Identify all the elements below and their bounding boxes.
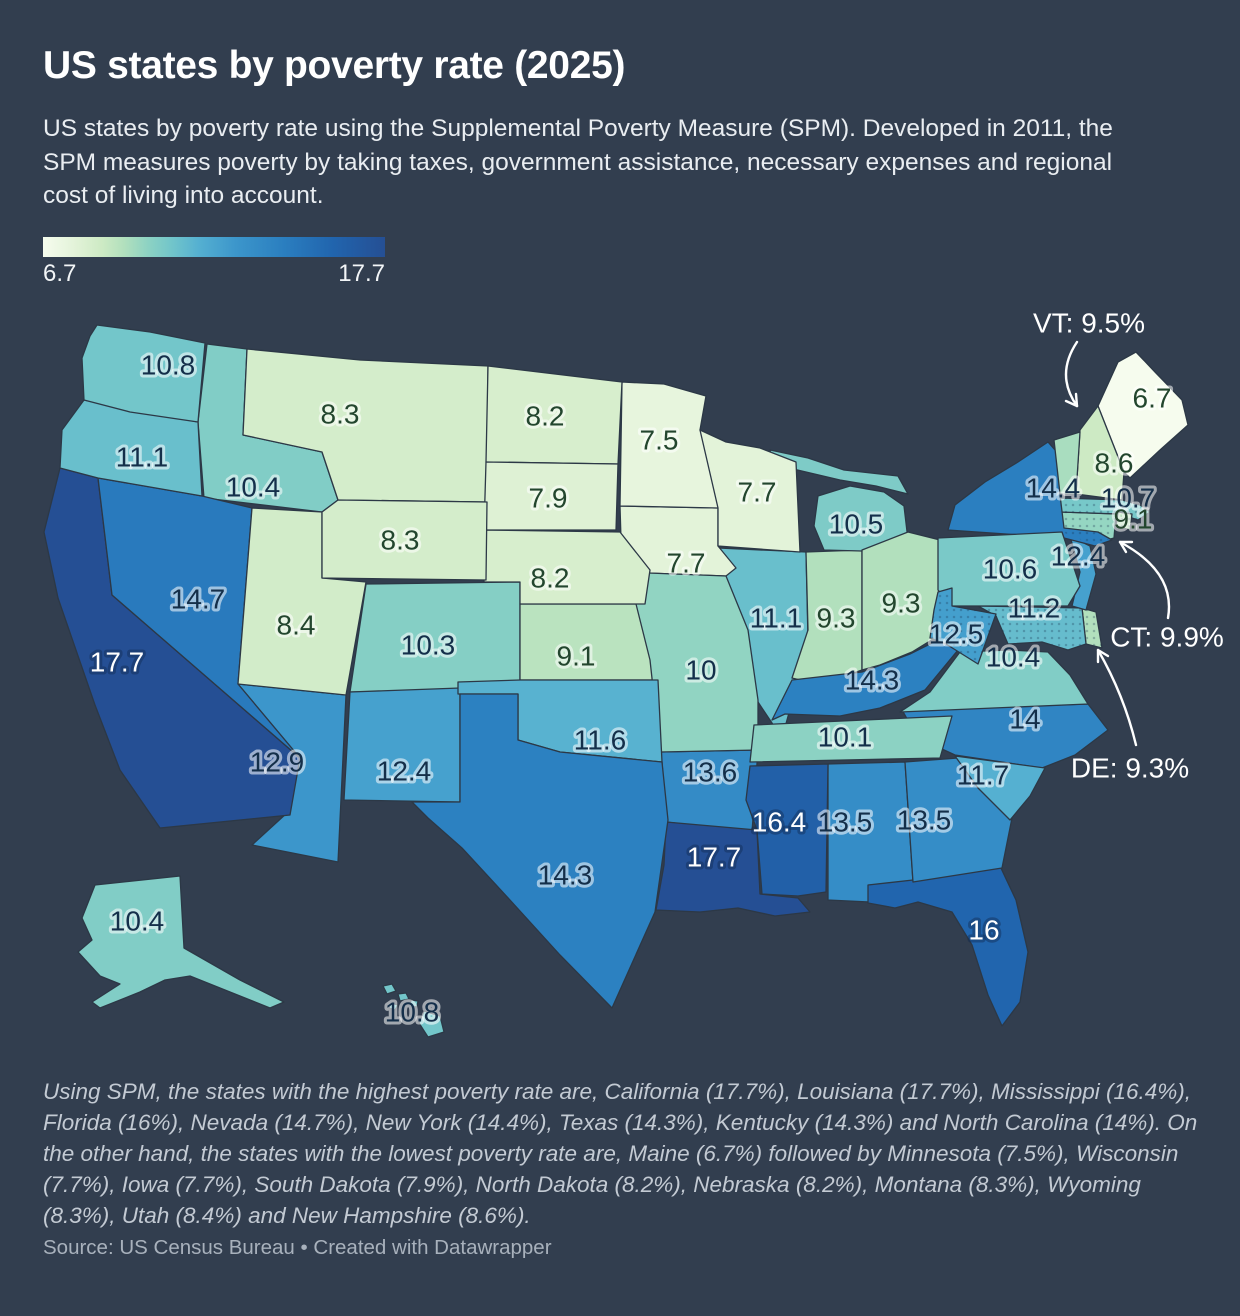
annotation-arrowhead-VT — [1064, 392, 1079, 408]
annotation-arrowhead-DE — [1096, 648, 1110, 664]
state-OH[interactable] — [861, 531, 941, 671]
state-PA[interactable] — [937, 531, 1081, 607]
state-CO[interactable] — [349, 581, 521, 693]
state-SC[interactable] — [954, 755, 1046, 821]
state-NY[interactable] — [947, 441, 1113, 547]
legend-labels: 6.7 17.7 — [43, 260, 385, 288]
annotation-label-DE: DE: 9.3% — [1071, 753, 1189, 784]
annotation-DE: DE: 9.3% — [1071, 648, 1189, 784]
annotation-label-CT: CT: 9.9% — [1110, 622, 1224, 653]
state-ME[interactable] — [1097, 351, 1189, 479]
state-AR[interactable] — [659, 749, 759, 833]
us-map-svg: 13.510.412.9 13.617.710.31613.510.810.411… — [43, 308, 1224, 1038]
state-pattern-RI — [1116, 512, 1132, 530]
state-HI[interactable] — [382, 983, 397, 995]
annotation-label-VT: VT: 9.5% — [1033, 308, 1145, 339]
state-HI[interactable] — [397, 992, 410, 1002]
state-LA[interactable] — [655, 821, 811, 917]
state-HI[interactable] — [418, 1010, 445, 1038]
state-pattern-MD — [978, 606, 1086, 650]
state-HI[interactable] — [388, 1002, 399, 1011]
state-FL[interactable] — [867, 865, 1029, 1027]
state-VT[interactable] — [1053, 431, 1081, 495]
state-ND[interactable] — [485, 365, 623, 465]
state-MS[interactable] — [745, 763, 829, 897]
legend-gradient-bar — [43, 237, 385, 257]
legend-max-label: 17.7 — [338, 260, 385, 287]
chart-description: Using SPM, the states with the highest p… — [43, 1079, 1198, 1229]
state-WA[interactable] — [81, 324, 206, 423]
annotation-arrow-VT — [1064, 340, 1079, 408]
state-pattern-CT — [1060, 512, 1116, 544]
annotation-arrowhead-CT — [1118, 540, 1134, 554]
state-TN[interactable] — [749, 715, 953, 763]
page-title: US states by poverty rate (2025) — [43, 44, 626, 87]
state-pattern-WV — [930, 588, 996, 664]
state-VA[interactable] — [899, 649, 1089, 713]
annotation-arrow-DE — [1096, 648, 1138, 747]
us-choropleth-map: 13.5 10.4 12.9 13.6 17.7 10.3 16 13.5 10.8 10.4 11… — [0, 300, 1240, 1070]
annotation-arrow-CT — [1118, 540, 1171, 620]
state-NE[interactable] — [483, 529, 651, 605]
state-WY[interactable] — [321, 499, 488, 581]
state-WI[interactable] — [699, 429, 801, 553]
state-pattern-DE — [1082, 608, 1102, 648]
source-line: Source: US Census Bureau • Created with … — [43, 1236, 552, 1259]
state-HI[interactable] — [409, 999, 419, 1008]
annotation-VT: VT: 9.5% — [1033, 308, 1145, 408]
state-AK[interactable] — [77, 875, 285, 1009]
state-NM[interactable] — [343, 687, 461, 803]
state-TX[interactable] — [411, 693, 669, 1009]
color-legend: 6.7 17.7 — [43, 237, 385, 288]
state-SD[interactable] — [483, 461, 619, 531]
chart-subtitle: US states by poverty rate using the Supp… — [43, 115, 1113, 210]
legend-min-label: 6.7 — [43, 260, 77, 287]
annotation-CT: CT: 9.9% — [1110, 540, 1224, 653]
header: US states by poverty rate (2025) — [43, 44, 1203, 88]
